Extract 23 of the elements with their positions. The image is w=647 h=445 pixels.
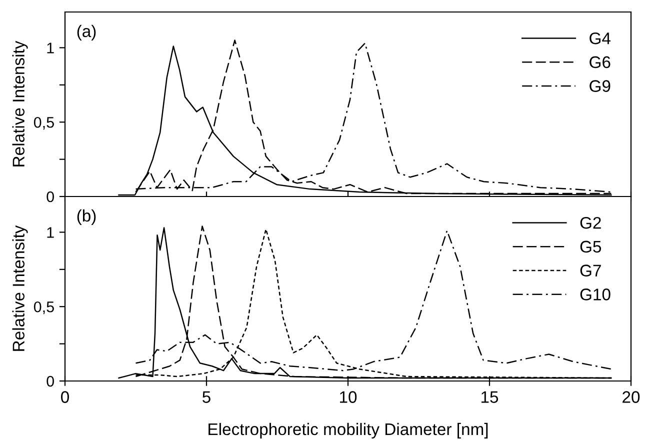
x-tick-label: 10 — [340, 391, 357, 403]
legend-label: G6 — [590, 56, 610, 68]
legend-label: G9 — [590, 80, 610, 92]
y-axis-title: Relative Intensity — [12, 40, 28, 166]
legend-label: G5 — [580, 240, 602, 253]
y-tick-label: 1 — [47, 42, 54, 54]
legend-label: G2 — [580, 216, 601, 229]
y-axis-title: Relative Intensity — [12, 225, 28, 351]
y-tick-label: 0 — [46, 191, 54, 202]
x-axis-title: Electrophoretic mobility Diameter [nm] — [208, 422, 488, 438]
x-tick-label: 5 — [202, 391, 210, 403]
x-tick-label: 15 — [482, 391, 498, 403]
annotation: (a) — [77, 24, 96, 40]
annotation: (b) — [77, 209, 96, 225]
y-tick-label: 0 — [46, 376, 54, 387]
y-tick-label: 0,5 — [34, 301, 54, 314]
x-tick-label: 0 — [61, 391, 69, 403]
y-tick-label: 1 — [47, 227, 54, 238]
legend-label: G4 — [590, 32, 611, 44]
legend-label: G10 — [580, 288, 610, 300]
legend-label: G7 — [580, 264, 601, 276]
y-tick-label: 0,5 — [34, 116, 54, 130]
x-tick-label: 20 — [622, 391, 640, 403]
